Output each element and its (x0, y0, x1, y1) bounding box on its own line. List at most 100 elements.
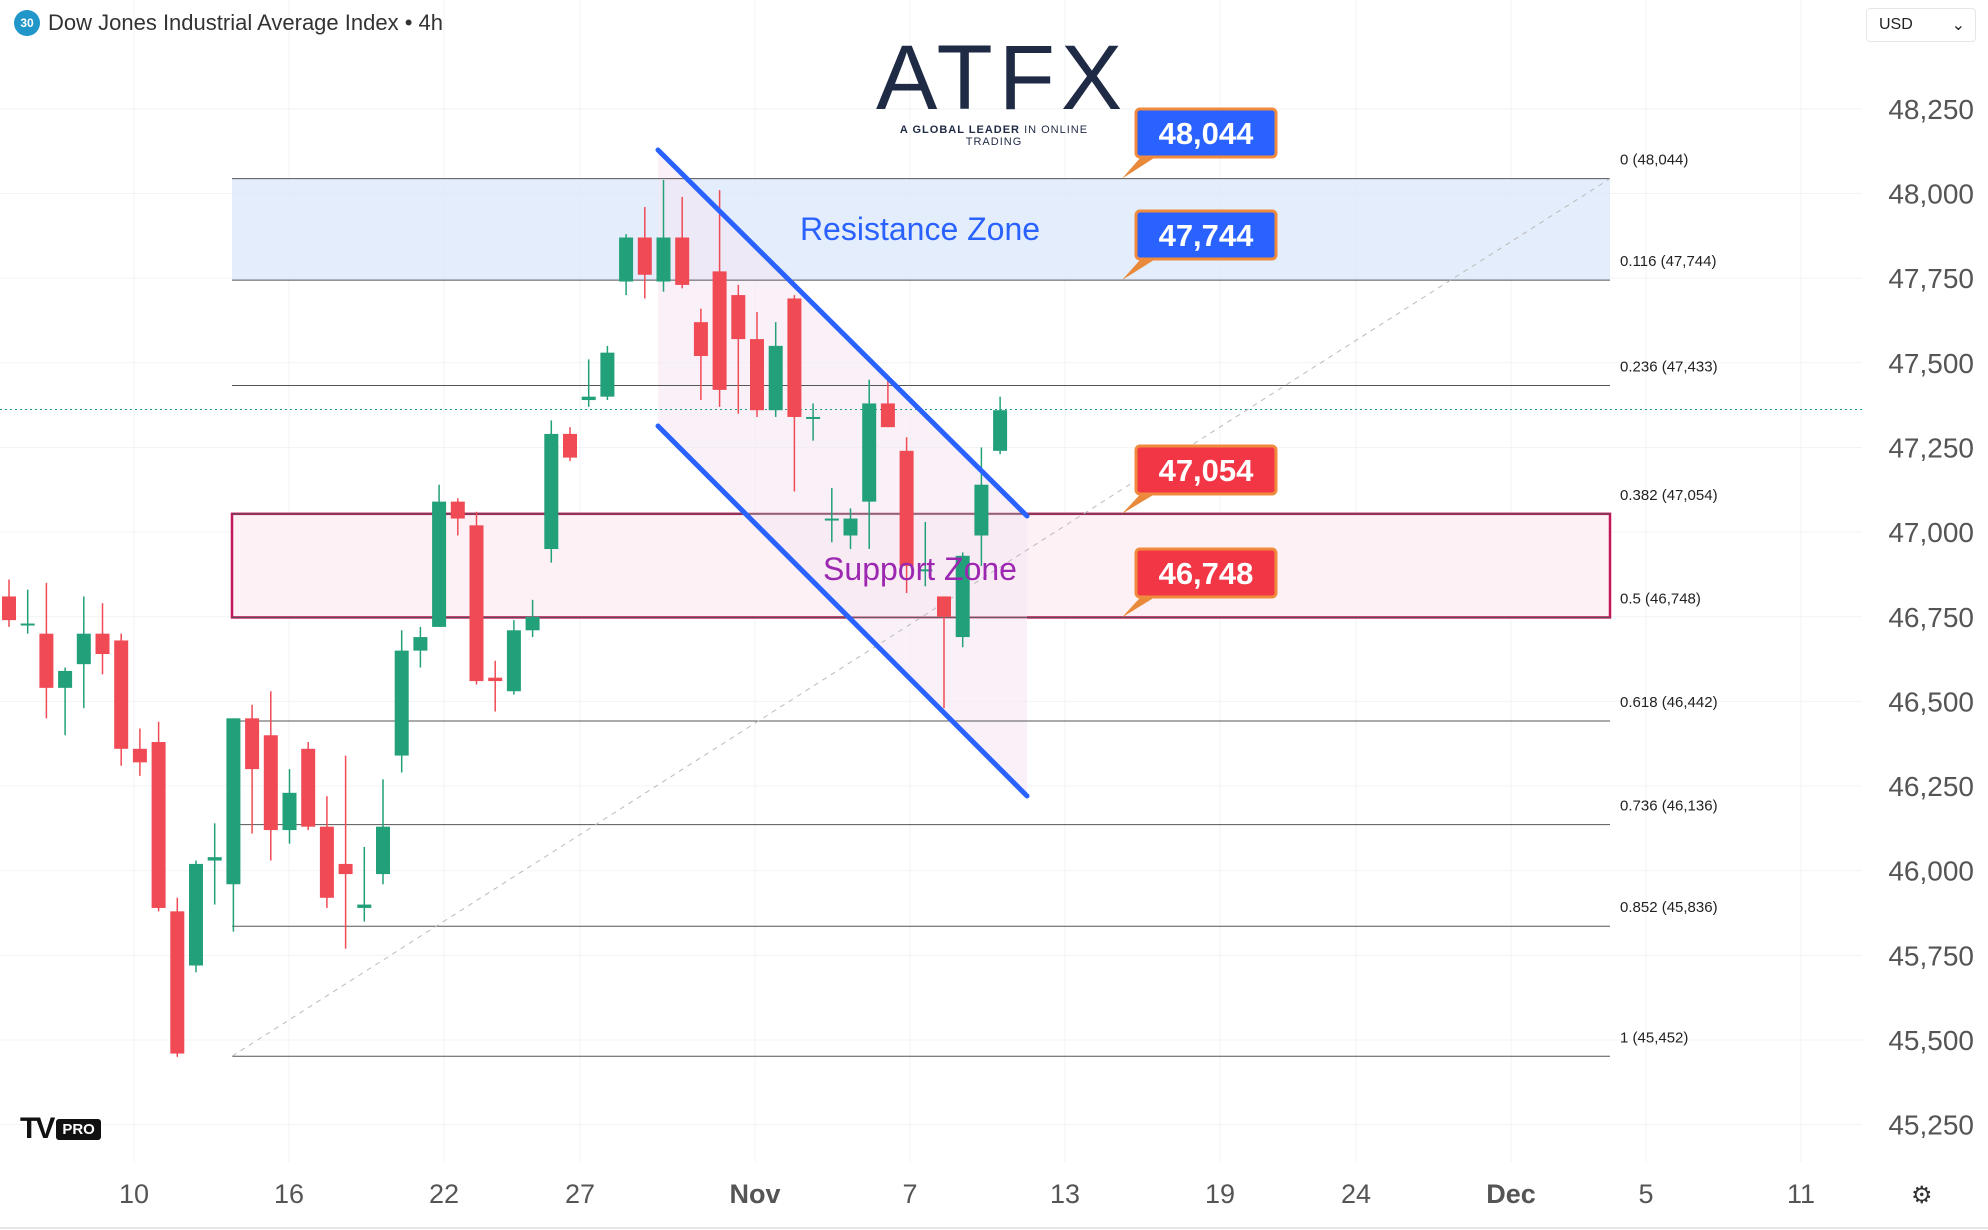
candle-body (151, 742, 166, 908)
currency-label: USD (1879, 16, 1913, 33)
candle-body (20, 623, 35, 626)
logo-tagline-bold: A GLOBAL LEADER (899, 124, 1021, 136)
fib-level-label: 0.618 (46,442) (1620, 694, 1718, 711)
candle-body (918, 569, 933, 572)
x-tick-label: 10 (119, 1179, 149, 1209)
candle-body (488, 677, 503, 682)
candle-body (600, 352, 615, 397)
y-tick-label: 45,750 (1888, 940, 1974, 971)
price-callout-pointer (1122, 251, 1168, 281)
support-zone-label: Support Zone (823, 551, 1017, 587)
candle-body (263, 735, 278, 831)
candle-body (2, 596, 16, 621)
candle-body (39, 633, 54, 688)
pro-badge: PRO (56, 1118, 101, 1140)
candle-body (245, 718, 260, 770)
candle-body (974, 484, 989, 536)
fib-level-label: 1 (45,452) (1620, 1029, 1688, 1046)
fib-level-label: 0.236 (47,433) (1620, 358, 1718, 375)
candle-body (843, 518, 858, 536)
candle-body (937, 596, 951, 617)
candle-body (750, 339, 764, 411)
x-tick-label: 11 (1787, 1179, 1815, 1209)
channel-lower-line (655, 423, 1030, 799)
candle-body (806, 416, 821, 419)
index-badge: 30 (14, 10, 40, 36)
symbol-title: Dow Jones Industrial Average Index • 4h (48, 10, 443, 35)
y-tick-label: 45,250 (1888, 1110, 1974, 1141)
x-tick-label: 5 (1638, 1179, 1653, 1209)
candle-body (637, 237, 652, 275)
resistance-zone (232, 178, 1610, 281)
candle-body (955, 555, 970, 638)
y-tick-label: 45,500 (1888, 1025, 1974, 1056)
y-tick-label: 48,250 (1888, 94, 1974, 125)
y-tick-label: 46,250 (1888, 771, 1974, 802)
candle-body (338, 863, 353, 875)
resistance-zone-label: Resistance Zone (800, 211, 1040, 247)
price-callout-pointer (1122, 486, 1168, 514)
price-callout-text: 47,054 (1159, 453, 1255, 488)
candle-body (376, 826, 390, 875)
candle-body (301, 748, 316, 827)
fib-trend-line (231, 178, 1611, 1057)
tradingview-logo[interactable]: TV PRO (20, 1112, 101, 1146)
currency-select[interactable]: USD ⌄ (1866, 8, 1976, 42)
candle-body (58, 670, 73, 688)
candle-body (319, 826, 334, 898)
channel-fill (658, 150, 1027, 796)
candle-body (824, 518, 839, 521)
y-tick-label: 47,750 (1888, 263, 1974, 294)
price-callout-box (1134, 547, 1278, 599)
x-tick-label: 13 (1050, 1179, 1080, 1209)
logo-tagline-rest: IN ONLINE TRADING (965, 124, 1089, 148)
x-tick-label: 19 (1205, 1179, 1235, 1209)
price-callout-text: 46,748 (1159, 556, 1254, 591)
atfx-logo: ATFX A GLOBAL LEADER IN ONLINE TRADING (876, 27, 1129, 148)
candle-body (282, 792, 297, 831)
logo-wordmark: ATFX (876, 27, 1129, 129)
candle-body (581, 396, 596, 401)
price-callout-box (1134, 107, 1278, 159)
candle-body (207, 857, 222, 861)
candle-body (993, 410, 1008, 451)
candle-body (506, 630, 521, 692)
candle-body (656, 237, 671, 282)
candle-body (432, 501, 447, 627)
y-tick-label: 47,000 (1888, 517, 1974, 548)
price-callout-box (1134, 209, 1278, 261)
candle-body (525, 616, 540, 631)
symbol-header[interactable]: 30 Dow Jones Industrial Average Index • … (14, 10, 443, 36)
candle-body (95, 633, 110, 654)
y-tick-label: 48,000 (1888, 179, 1974, 210)
x-tick-label: 22 (429, 1179, 459, 1209)
chevron-down-icon: ⌄ (1951, 17, 1965, 34)
settings-gear-icon[interactable]: ⚙ (1911, 1182, 1933, 1209)
y-tick-label: 46,750 (1888, 602, 1974, 633)
candle-body (469, 525, 484, 682)
candle-body (450, 501, 465, 519)
fib-level-label: 0.5 (46,748) (1620, 590, 1701, 607)
tradingview-icon: TV (20, 1112, 55, 1145)
candle-body (693, 322, 708, 357)
x-tick-label: Nov (729, 1179, 780, 1209)
candle-body (619, 237, 634, 282)
candle-body (544, 433, 559, 550)
candle-body (189, 863, 203, 966)
x-tick-label: 7 (902, 1179, 917, 1209)
fib-level-label: 0.382 (47,054) (1620, 487, 1718, 504)
candle-body (170, 911, 185, 1054)
candle-body (226, 718, 241, 885)
price-callout-pointer (1122, 589, 1168, 618)
y-tick-label: 47,250 (1888, 432, 1974, 463)
candle-body (132, 748, 147, 763)
candle-body (357, 904, 372, 908)
candle-body (413, 637, 428, 651)
x-tick-label: 24 (1341, 1179, 1371, 1209)
fib-level-label: 0 (48,044) (1620, 152, 1688, 169)
candle-body (563, 433, 577, 458)
candle-body (787, 298, 802, 417)
channel-upper-line (655, 147, 1030, 519)
price-callout-text: 47,744 (1159, 218, 1255, 253)
